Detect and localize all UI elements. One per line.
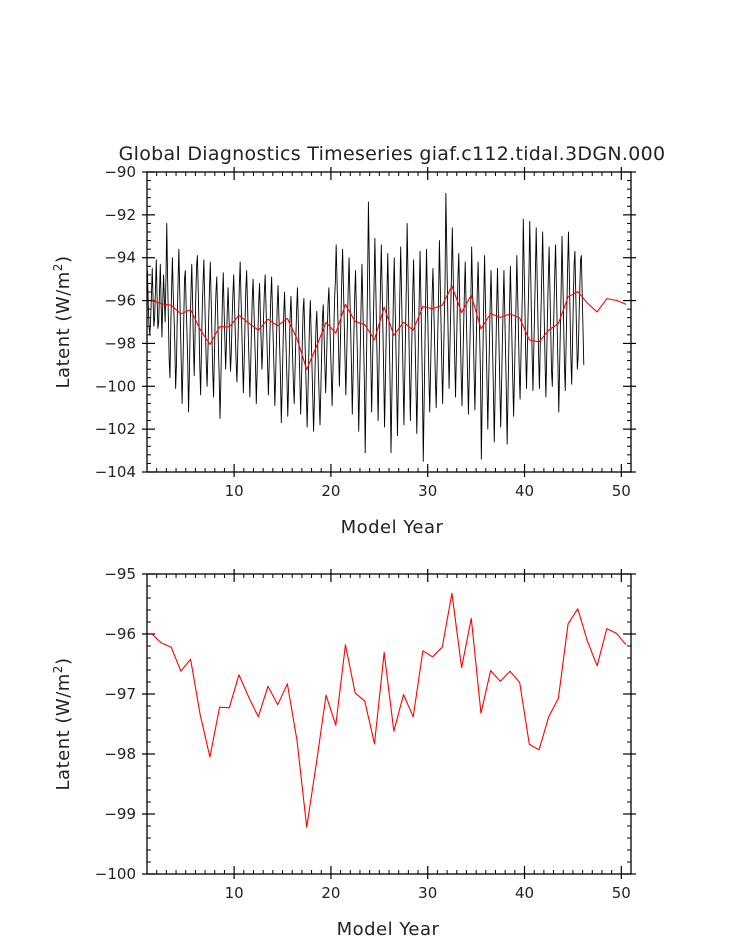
top-y-tick-label: −100 [95,377,136,395]
bottom-x-tick-label: 10 [225,884,244,902]
bottom-y-tick-label: −98 [104,745,136,763]
bottom-y-tick-label: −95 [104,565,136,583]
top-y-tick-label: −104 [95,463,136,481]
bottom-y-axis-label-superscript: 2 [51,665,65,673]
top-y-axis-label: Latent (W/m2) [51,256,74,389]
bottom-y-tick-label: −99 [104,805,136,823]
top-series-monthly [147,192,585,462]
bottom-chart: 10 20 30 40 50 −100 −99 −98 −97 −96 −95 Model Year… [51,565,636,940]
top-chart-title: Global Diagnostics Timeseries giaf.c112.… [119,143,666,165]
bottom-x-tick-label: 30 [418,884,437,902]
bottom-x-tick-label: 20 [321,884,340,902]
top-y-tick-label: −96 [104,292,136,310]
bottom-x-tick-label: 50 [612,884,631,902]
top-x-tick-label: 40 [515,482,534,500]
bottom-series-annual-mean [151,592,627,828]
bottom-y-axis-label-close: ) [53,658,74,666]
top-y-tick-label: −92 [104,206,136,224]
bottom-y-tick-label: −96 [104,625,136,643]
bottom-plot-area: 10 20 30 40 50 −100 −99 −98 −97 −96 −95 [95,565,636,902]
top-x-axis-label: Model Year [341,517,444,538]
bottom-plot-frame [146,573,632,875]
top-y-tick-label: −98 [104,334,136,352]
top-plot-area: 10 20 30 40 50 −104 −102 −100 −98 −96 −94 −92 −90 [95,163,636,500]
bottom-y-axis-label-text: Latent (W/m [53,673,74,790]
top-y-tick-label: −94 [104,249,136,267]
top-x-tick-label: 50 [612,482,631,500]
top-y-tick-label: −102 [95,420,136,438]
bottom-y-tick-label: −97 [104,685,136,703]
top-chart: Global Diagnostics Timeseries giaf.c112.… [51,143,665,538]
bottom-x-axis-label: Model Year [337,919,440,940]
bottom-y-axis-label: Latent (W/m2) [51,658,74,791]
top-series-annual-mean [151,285,627,371]
top-y-axis-label-superscript: 2 [51,263,65,271]
top-x-tick-label: 10 [225,482,244,500]
top-y-axis-label-close: ) [53,256,74,264]
top-y-tick-label: −90 [104,163,136,181]
top-x-tick-label: 20 [321,482,340,500]
bottom-y-tick-label: −100 [95,865,136,883]
top-x-tick-label: 30 [418,482,437,500]
top-y-axis-label-text: Latent (W/m [53,271,74,388]
bottom-x-tick-label: 40 [515,884,534,902]
